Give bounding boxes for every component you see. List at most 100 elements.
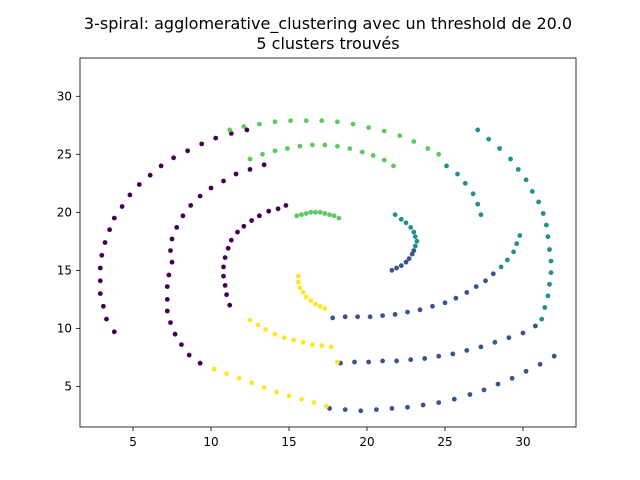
data-point-cluster-3 xyxy=(475,201,481,207)
data-point-cluster-1 xyxy=(199,141,205,147)
data-point-cluster-1 xyxy=(168,248,173,254)
data-point-cluster-3 xyxy=(398,216,404,222)
data-point-cluster-1 xyxy=(283,203,289,208)
data-point-cluster-5 xyxy=(322,306,328,311)
data-point-cluster-4 xyxy=(294,213,300,219)
data-point-cluster-5 xyxy=(297,285,303,291)
data-point-cluster-1 xyxy=(257,213,262,219)
data-point-cluster-3 xyxy=(544,222,549,228)
data-point-cluster-2 xyxy=(451,396,457,402)
data-point-cluster-3 xyxy=(515,167,521,172)
data-point-cluster-3 xyxy=(470,191,476,197)
data-point-cluster-2 xyxy=(411,248,417,254)
data-point-cluster-4 xyxy=(391,163,396,169)
data-point-cluster-2 xyxy=(450,351,456,357)
data-point-cluster-1 xyxy=(233,171,239,177)
data-point-cluster-3 xyxy=(475,127,481,133)
x-tick-label: 20 xyxy=(359,435,374,449)
data-point-cluster-3 xyxy=(523,177,529,183)
data-point-cluster-4 xyxy=(241,124,247,129)
data-point-cluster-5 xyxy=(319,343,325,349)
data-point-cluster-2 xyxy=(342,407,348,412)
data-point-cluster-1 xyxy=(188,203,194,208)
data-point-cluster-2 xyxy=(533,323,538,329)
data-point-cluster-2 xyxy=(394,358,399,364)
data-point-cluster-5 xyxy=(261,385,267,390)
data-point-cluster-2 xyxy=(467,392,473,397)
data-point-cluster-3 xyxy=(547,247,552,252)
data-point-cluster-1 xyxy=(97,265,103,271)
data-point-cluster-2 xyxy=(551,353,557,359)
data-point-cluster-1 xyxy=(275,206,281,212)
data-point-cluster-5 xyxy=(263,327,268,332)
data-point-cluster-5 xyxy=(311,400,317,405)
data-point-cluster-4 xyxy=(381,157,387,163)
data-point-cluster-4 xyxy=(257,121,262,127)
data-point-cluster-2 xyxy=(523,368,529,374)
data-point-cluster-2 xyxy=(490,271,496,277)
data-point-cluster-2 xyxy=(406,256,412,262)
data-point-cluster-3 xyxy=(412,234,418,240)
data-point-cluster-1 xyxy=(111,329,117,335)
data-point-cluster-2 xyxy=(408,357,414,363)
data-point-cluster-1 xyxy=(127,192,133,198)
data-point-cluster-2 xyxy=(405,404,410,410)
data-point-cluster-1 xyxy=(228,237,234,243)
data-point-cluster-1 xyxy=(104,316,109,322)
data-point-cluster-1 xyxy=(166,272,172,278)
data-point-cluster-3 xyxy=(412,243,418,249)
data-point-cluster-5 xyxy=(317,303,323,309)
data-point-cluster-1 xyxy=(186,352,192,358)
data-point-cluster-1 xyxy=(174,225,180,230)
data-point-cluster-2 xyxy=(453,295,459,301)
data-point-cluster-2 xyxy=(374,407,379,412)
data-point-cluster-3 xyxy=(542,305,548,310)
data-point-cluster-1 xyxy=(172,331,178,337)
data-point-cluster-1 xyxy=(179,342,184,347)
data-point-cluster-2 xyxy=(355,314,360,320)
data-point-cluster-2 xyxy=(358,408,364,414)
data-point-cluster-2 xyxy=(330,315,336,321)
data-point-cluster-4 xyxy=(327,212,332,218)
chart-title: 3-spiral: agglomerative_clustering avec … xyxy=(84,14,572,34)
data-point-cluster-3 xyxy=(514,241,520,247)
data-point-cluster-3 xyxy=(547,281,552,287)
data-point-cluster-4 xyxy=(313,209,318,215)
data-point-cluster-4 xyxy=(359,149,365,155)
data-point-cluster-2 xyxy=(422,356,428,361)
data-point-cluster-4 xyxy=(366,125,371,130)
data-point-cluster-3 xyxy=(414,238,420,244)
data-point-cluster-3 xyxy=(486,136,492,142)
y-tick-label: 5 xyxy=(64,379,72,393)
data-point-cluster-4 xyxy=(397,133,403,139)
data-point-cluster-4 xyxy=(381,128,387,134)
data-point-cluster-1 xyxy=(97,278,103,284)
data-point-cluster-1 xyxy=(164,297,170,302)
data-point-cluster-2 xyxy=(478,344,484,350)
data-point-cluster-1 xyxy=(185,148,191,154)
data-point-cluster-2 xyxy=(483,278,488,284)
data-point-cluster-3 xyxy=(511,249,516,255)
data-point-cluster-1 xyxy=(222,283,228,288)
data-point-cluster-3 xyxy=(548,270,554,276)
data-point-cluster-5 xyxy=(211,366,217,372)
data-point-cluster-1 xyxy=(244,127,250,133)
data-point-cluster-2 xyxy=(366,359,371,365)
data-point-cluster-4 xyxy=(335,143,340,149)
data-point-cluster-1 xyxy=(111,215,117,221)
data-point-cluster-4 xyxy=(331,213,337,219)
x-tick-label: 5 xyxy=(129,435,137,449)
data-point-cluster-3 xyxy=(548,258,554,264)
data-point-cluster-5 xyxy=(324,403,329,409)
data-point-cluster-5 xyxy=(308,298,314,303)
data-point-cluster-1 xyxy=(222,255,228,260)
data-point-cluster-4 xyxy=(370,153,376,158)
data-point-cluster-2 xyxy=(436,400,442,405)
data-point-cluster-3 xyxy=(392,212,398,218)
data-point-cluster-2 xyxy=(403,259,409,265)
data-point-cluster-1 xyxy=(221,264,226,270)
data-point-cluster-1 xyxy=(197,193,203,199)
x-tick-label: 25 xyxy=(437,435,452,449)
data-point-cluster-4 xyxy=(411,139,417,144)
data-point-cluster-2 xyxy=(420,402,426,408)
